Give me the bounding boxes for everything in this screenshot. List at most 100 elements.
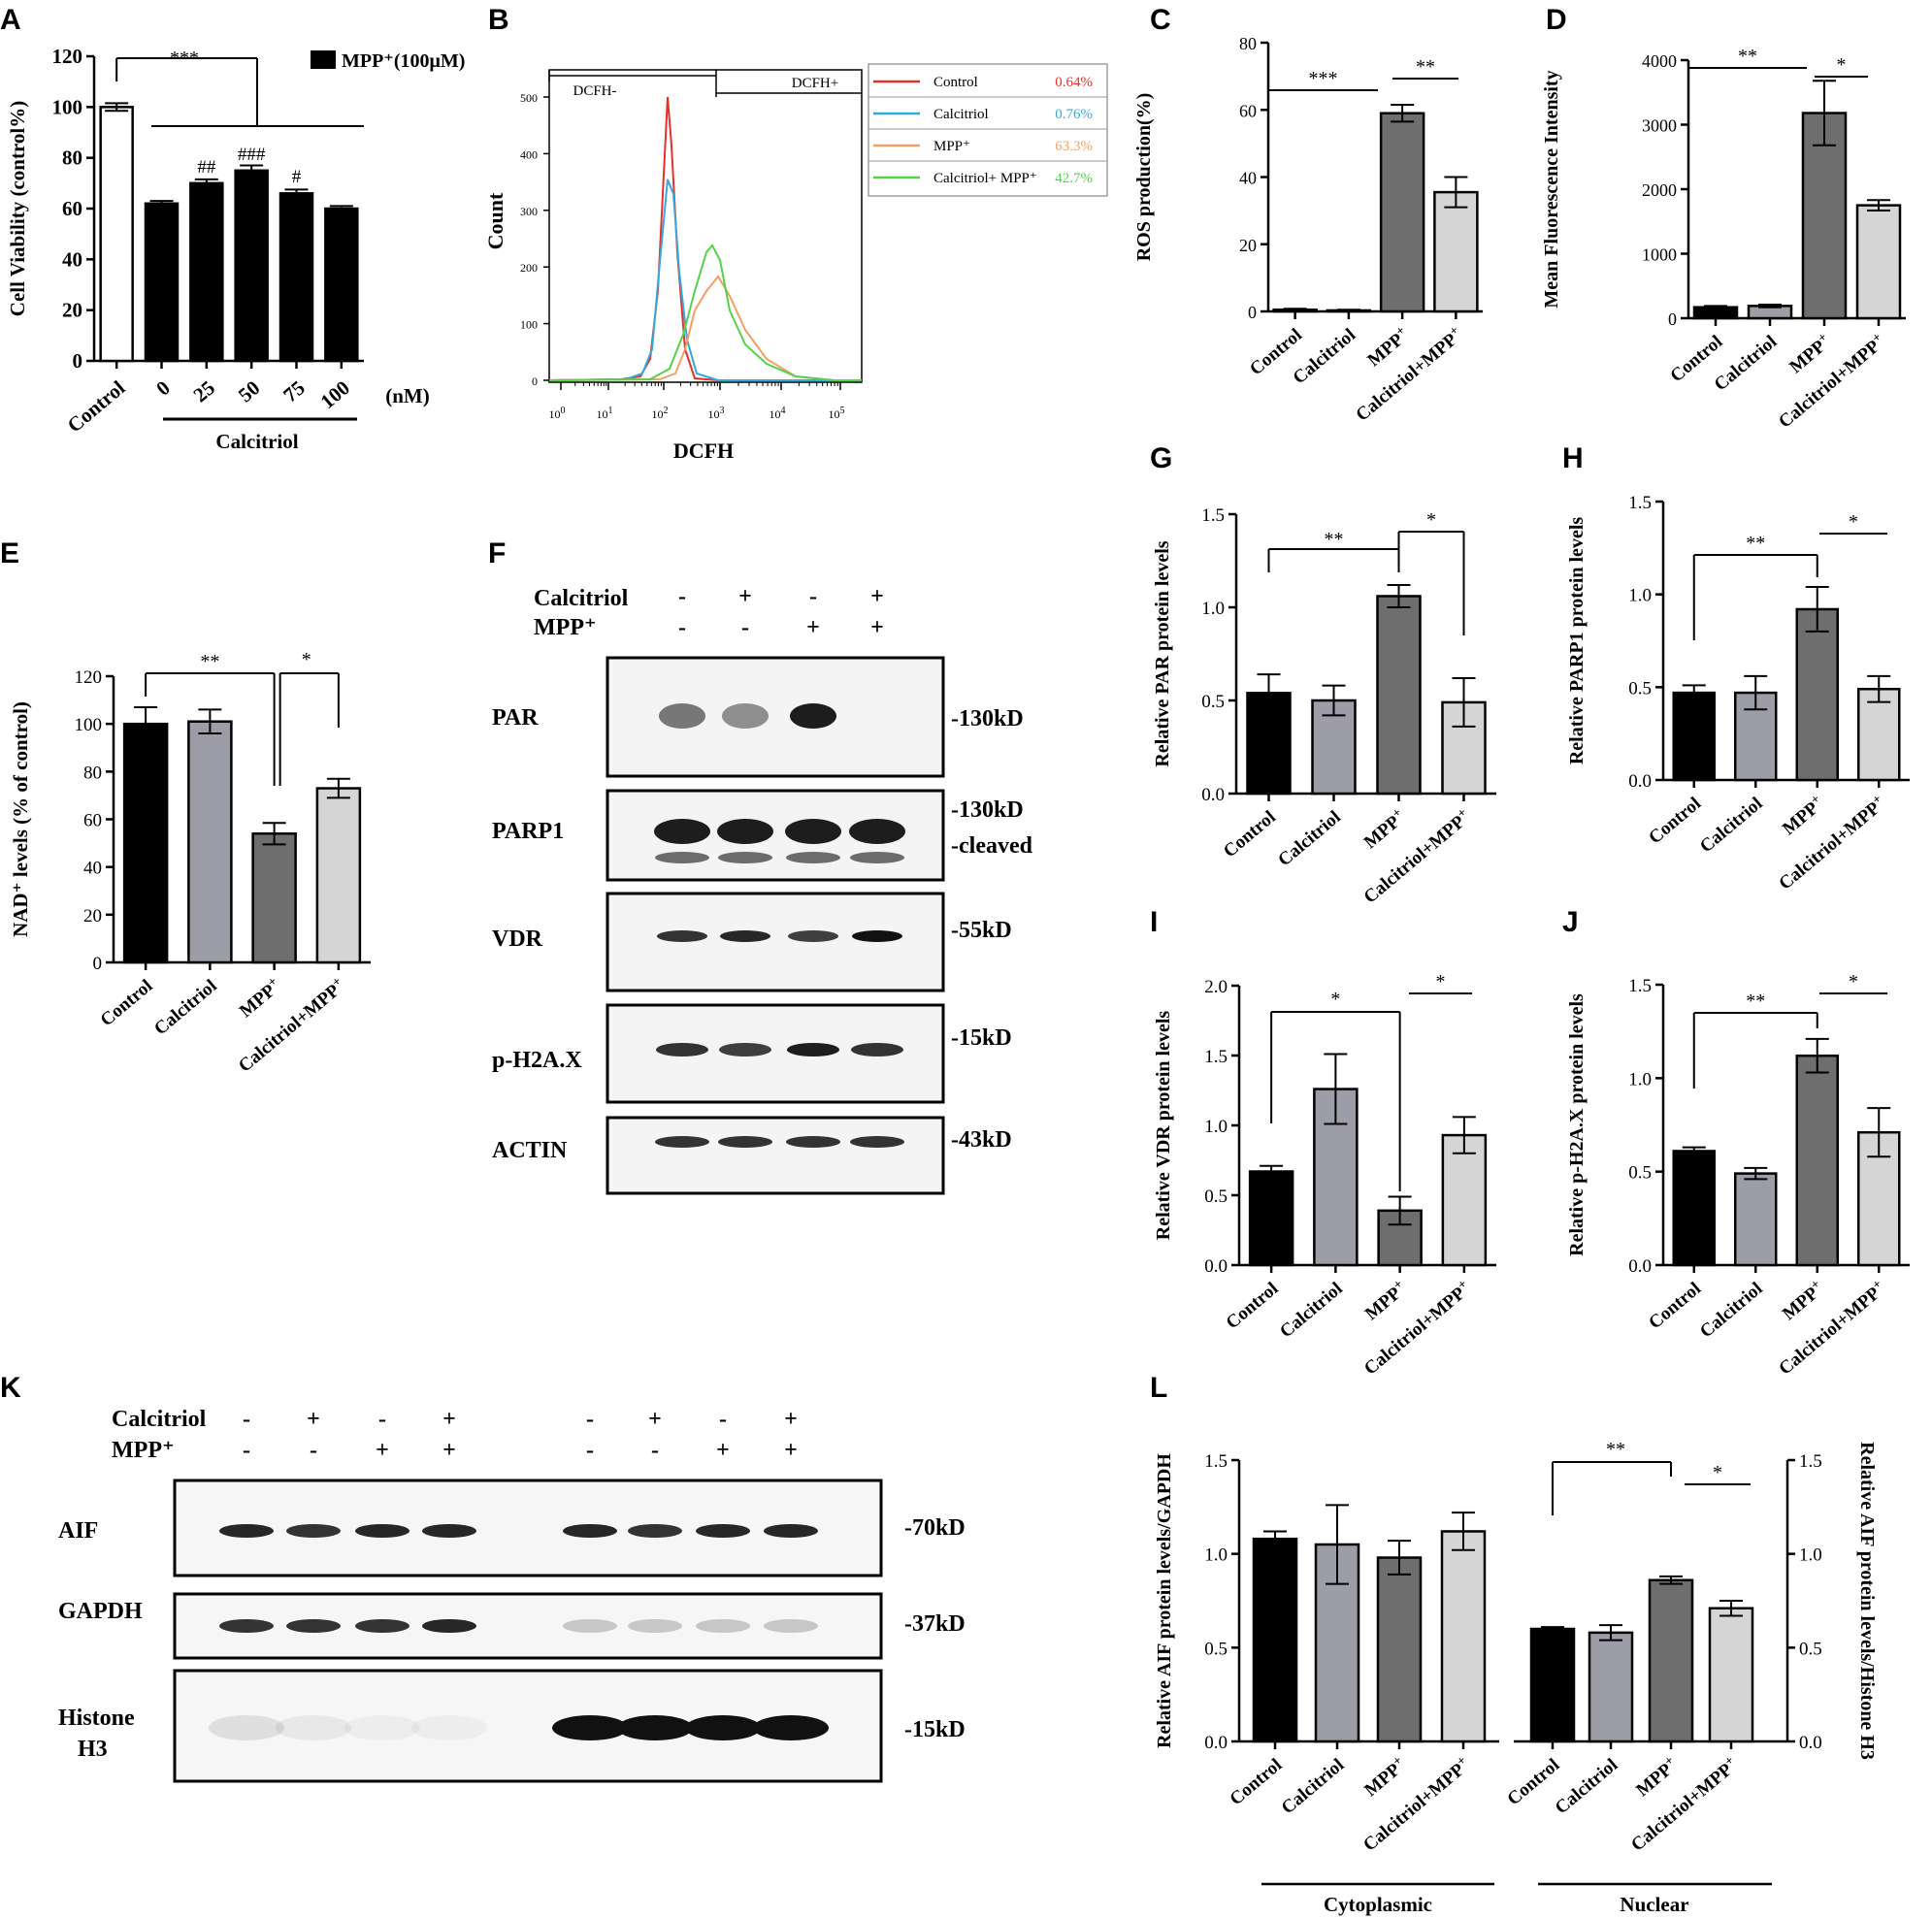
x-tick-label: 101 bbox=[597, 406, 613, 422]
x-tick-label: Calcitriol+MPP+ bbox=[1350, 322, 1466, 426]
x-axis-label: DCFH bbox=[673, 439, 734, 463]
sign: + bbox=[806, 615, 820, 640]
x-tick-label: Calcitriol bbox=[1552, 1755, 1622, 1819]
label-part: Control bbox=[63, 375, 130, 437]
blot-name: PARP1 bbox=[492, 819, 564, 844]
sig-label: ** bbox=[1738, 46, 1757, 67]
sig-label: ** bbox=[1746, 533, 1765, 554]
bar bbox=[1795, 607, 1839, 782]
bar bbox=[234, 169, 269, 363]
y-tick-label: 1.5 bbox=[1628, 976, 1652, 996]
y-tick-label: 60 bbox=[1239, 101, 1257, 120]
panel-letter: E bbox=[0, 537, 19, 569]
bar bbox=[187, 720, 233, 964]
label-part: Control bbox=[1226, 1755, 1286, 1810]
blot-band bbox=[786, 852, 840, 863]
bar bbox=[1672, 1150, 1716, 1267]
legend-swatch bbox=[311, 50, 336, 69]
bar bbox=[251, 832, 297, 964]
blot-band bbox=[696, 1619, 750, 1633]
y-tick-label: 20 bbox=[83, 906, 102, 926]
cyto-label: Cytoplasmic bbox=[1324, 1893, 1432, 1916]
y-tick-label: 0 bbox=[1248, 303, 1257, 322]
legend-percent: 63.3% bbox=[1055, 139, 1093, 154]
x-tick-label: Calcitriol bbox=[150, 976, 221, 1040]
calcitriol-label: Calcitriol bbox=[215, 430, 298, 453]
blot-band bbox=[655, 852, 709, 863]
y-tick-label: 0.5 bbox=[1204, 1187, 1228, 1207]
bar bbox=[1441, 1133, 1488, 1267]
blot-band bbox=[209, 1715, 284, 1740]
blot-band bbox=[219, 1619, 274, 1633]
x-tick-label: 102 bbox=[652, 406, 669, 422]
bar bbox=[315, 787, 362, 964]
tick-base: 10 bbox=[549, 407, 561, 421]
blot-band bbox=[850, 1136, 904, 1148]
blot-band bbox=[786, 1136, 840, 1148]
x-tick-label: Calcitriol bbox=[1696, 1279, 1767, 1343]
y-tick-label: 1.0 bbox=[1204, 1117, 1228, 1137]
blot-band bbox=[552, 1715, 628, 1740]
label-part: Control bbox=[1645, 794, 1705, 849]
panel-letter: I bbox=[1150, 906, 1158, 938]
y-tick-label: 120 bbox=[52, 45, 83, 68]
label-part: Calcitriol bbox=[1360, 1316, 1431, 1380]
label-part: Calcitriol bbox=[1775, 369, 1846, 433]
y-axis-label: NAD⁺ levels (% of control) bbox=[9, 701, 32, 937]
sig-label: ** bbox=[1325, 529, 1344, 550]
y-tick-label: 60 bbox=[83, 811, 102, 831]
sign: - bbox=[719, 1407, 727, 1432]
blot-band bbox=[344, 1715, 420, 1740]
x-tick-label: 104 bbox=[770, 406, 786, 422]
blot-band bbox=[422, 1524, 476, 1538]
blot-band bbox=[656, 1043, 708, 1057]
sign: + bbox=[442, 1407, 456, 1432]
tick-base: 10 bbox=[829, 407, 840, 421]
blot-frame bbox=[606, 1116, 945, 1195]
sig-label: ** bbox=[1746, 991, 1765, 1012]
blot-band bbox=[628, 1619, 682, 1633]
calcitriol-mpp-curve bbox=[548, 244, 862, 381]
sign: - bbox=[678, 584, 686, 609]
x-tick-label: 0 bbox=[151, 375, 174, 400]
label-part: Control bbox=[1645, 1279, 1705, 1334]
blot-gapdh: GAPDH -37kD bbox=[58, 1592, 966, 1660]
tick-base: 10 bbox=[597, 407, 608, 421]
blot-band bbox=[411, 1715, 487, 1740]
bar bbox=[324, 207, 359, 363]
panel-letter: F bbox=[488, 537, 506, 569]
blot-band bbox=[717, 819, 773, 844]
label-part: Calcitriol bbox=[1696, 1279, 1767, 1343]
y-axis-label: Relative VDR protein levels bbox=[1153, 1011, 1174, 1241]
blot-band bbox=[718, 852, 772, 863]
bar bbox=[1433, 190, 1479, 313]
sign: - bbox=[310, 1438, 317, 1463]
sign: - bbox=[243, 1438, 250, 1463]
blot-band bbox=[718, 1136, 772, 1148]
blot-name: AIF bbox=[58, 1518, 98, 1544]
sign: + bbox=[784, 1438, 798, 1463]
x-tick-label: MPP+ bbox=[1630, 1752, 1682, 1801]
y-tick-label: 20 bbox=[62, 299, 82, 322]
x-tick-label: Control bbox=[1223, 1279, 1283, 1334]
x-tick-label: MPP+ bbox=[1777, 1276, 1828, 1324]
mpp-row-label: MPP⁺ bbox=[112, 1438, 175, 1463]
blot-size: -15kD bbox=[904, 1717, 966, 1742]
y-tick-label: 400 bbox=[520, 147, 538, 161]
x-tick-label: Calcitriol+MPP+ bbox=[1358, 1752, 1474, 1856]
label-part: Calcitriol bbox=[1552, 1755, 1622, 1819]
blot-name: GAPDH bbox=[58, 1599, 143, 1624]
bar bbox=[122, 722, 169, 964]
y-tick-label: 40 bbox=[83, 859, 102, 879]
tick-exp: 1 bbox=[608, 406, 613, 416]
y-tick-label: 1.0 bbox=[1628, 586, 1652, 606]
y-axis-label: Relative p-H2A.X protein levels bbox=[1566, 993, 1588, 1256]
blot-band bbox=[286, 1619, 341, 1633]
bar bbox=[99, 106, 134, 363]
legend-name: Calcitriol bbox=[933, 107, 989, 122]
bar bbox=[1376, 1556, 1423, 1743]
blot-band bbox=[851, 1043, 903, 1057]
sign: + bbox=[716, 1438, 730, 1463]
tick-exp: 3 bbox=[720, 406, 725, 416]
blot-band bbox=[787, 1043, 839, 1057]
